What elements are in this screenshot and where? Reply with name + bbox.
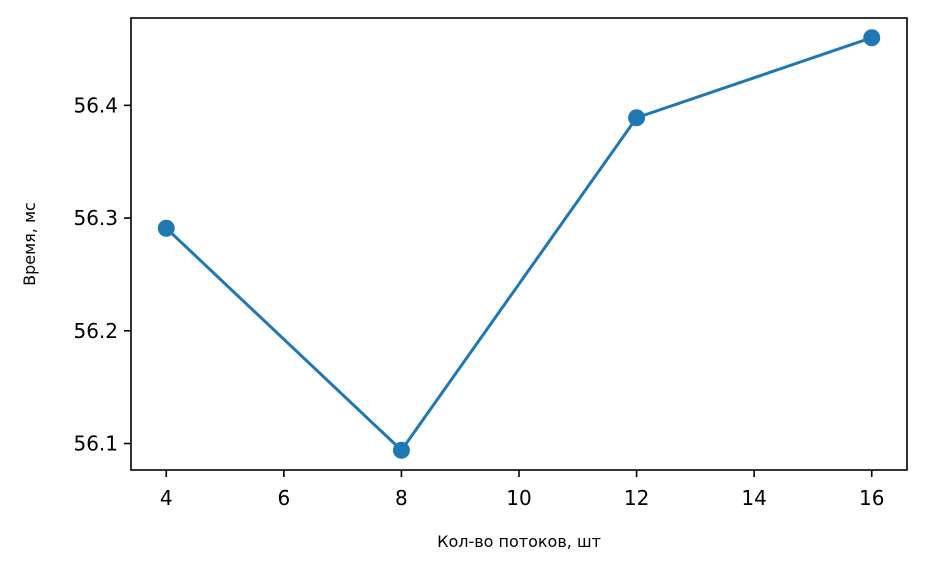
x-tick-label: 8 xyxy=(395,486,408,510)
x-axis-ticks: 4 6 8 10 12 14 16 xyxy=(160,470,884,510)
series-layer xyxy=(157,29,881,459)
x-tick-label: 12 xyxy=(624,486,649,510)
x-tick-label: 16 xyxy=(859,486,884,510)
x-tick-label: 6 xyxy=(277,486,290,510)
y-tick-label: 56.1 xyxy=(73,432,118,456)
data-point xyxy=(628,109,646,127)
series-line xyxy=(165,36,873,452)
y-tick-label: 56.4 xyxy=(73,93,118,117)
y-tick-label: 56.2 xyxy=(73,319,118,343)
plot-frame xyxy=(130,17,908,471)
y-axis-label: Время, мс xyxy=(20,202,39,286)
data-point xyxy=(392,441,410,459)
data-point xyxy=(157,219,175,237)
y-axis-ticks: 56.1 56.2 56.3 56.4 xyxy=(73,93,131,456)
y-tick-label: 56.3 xyxy=(73,206,118,230)
x-tick-label: 4 xyxy=(160,486,173,510)
data-point xyxy=(863,29,881,47)
x-axis-label: Кол-во потоков, шт xyxy=(437,532,601,551)
plot-background xyxy=(131,18,907,470)
x-tick-label: 10 xyxy=(506,486,531,510)
x-tick-label: 14 xyxy=(741,486,766,510)
